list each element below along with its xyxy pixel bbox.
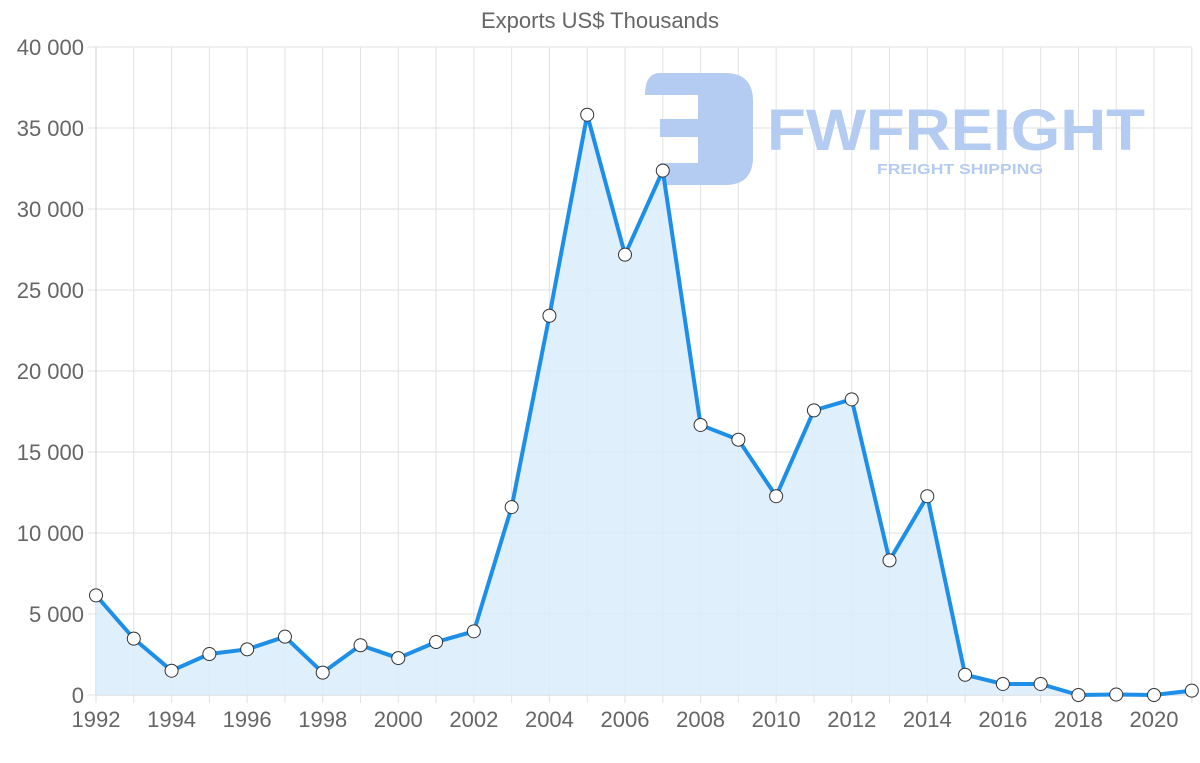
y-tick-label: 5 000 [29,602,84,627]
data-point [1033,676,1048,691]
x-tick-label: 1992 [72,707,121,732]
data-point [126,631,141,646]
y-tick-label: 25 000 [17,278,84,303]
data-point [542,308,557,323]
data-point [995,676,1010,691]
y-tick-label: 20 000 [17,359,84,384]
x-tick-label: 2004 [525,707,574,732]
logo-mark-icon [645,73,753,185]
x-tick-label: 2008 [676,707,725,732]
data-point [882,553,897,568]
data-point [240,642,255,657]
chart-title: Exports US$ Thousands [480,8,720,33]
x-tick-label: 2016 [978,707,1027,732]
data-point [89,588,103,603]
data-point [164,663,179,678]
y-tick-label: 10 000 [17,521,84,546]
data-point [920,489,935,504]
x-axis: 1992 1994 1996 1998 2000 2002 2004 2006 2008 2010… [72,707,1179,732]
watermark-tagline: FREIGHT SHIPPING [877,161,1043,178]
x-tick-label: 2020 [1130,707,1179,732]
data-point [693,417,708,432]
data-point [1071,688,1086,702]
x-tick-label: 1996 [223,707,272,732]
y-tick-label: 35 000 [17,116,84,141]
data-point [958,667,973,682]
y-tick-label: 30 000 [17,197,84,222]
x-tick-label: 2014 [903,707,952,732]
area-fill [96,114,1192,695]
data-point [504,500,519,515]
x-tick-label: 2006 [601,707,650,732]
data-point [391,651,406,666]
data-point [429,635,444,650]
y-tick-label: 0 [72,683,84,708]
data-point [806,403,821,418]
data-point [466,624,481,639]
data-point [580,107,595,122]
x-tick-label: 2010 [752,707,801,732]
y-axis: 0 5 000 10 000 15 000 20 000 25 000 30 000 35 0… [17,35,84,708]
data-point [1147,688,1162,702]
watermark-brand: FWFREIGHT [767,98,1145,163]
x-tick-label: 1998 [298,707,347,732]
x-tick-label: 2000 [374,707,423,732]
y-tick-label: 40 000 [17,35,84,60]
data-points [89,107,1199,702]
data-point [315,665,330,680]
data-point [731,432,746,447]
data-point [655,163,670,178]
x-tick-label: 2002 [449,707,498,732]
data-point [277,629,292,644]
data-point [202,647,217,662]
data-point [618,247,633,262]
data-point [1184,683,1199,698]
data-point [353,638,368,653]
x-tick-label: 2012 [827,707,876,732]
y-tick-label: 15 000 [17,440,84,465]
series-area [96,114,1192,695]
data-point [1109,687,1124,702]
data-point [844,392,859,407]
x-tick-label: 2018 [1054,707,1103,732]
data-point [769,489,784,504]
x-tick-label: 1994 [147,707,196,732]
